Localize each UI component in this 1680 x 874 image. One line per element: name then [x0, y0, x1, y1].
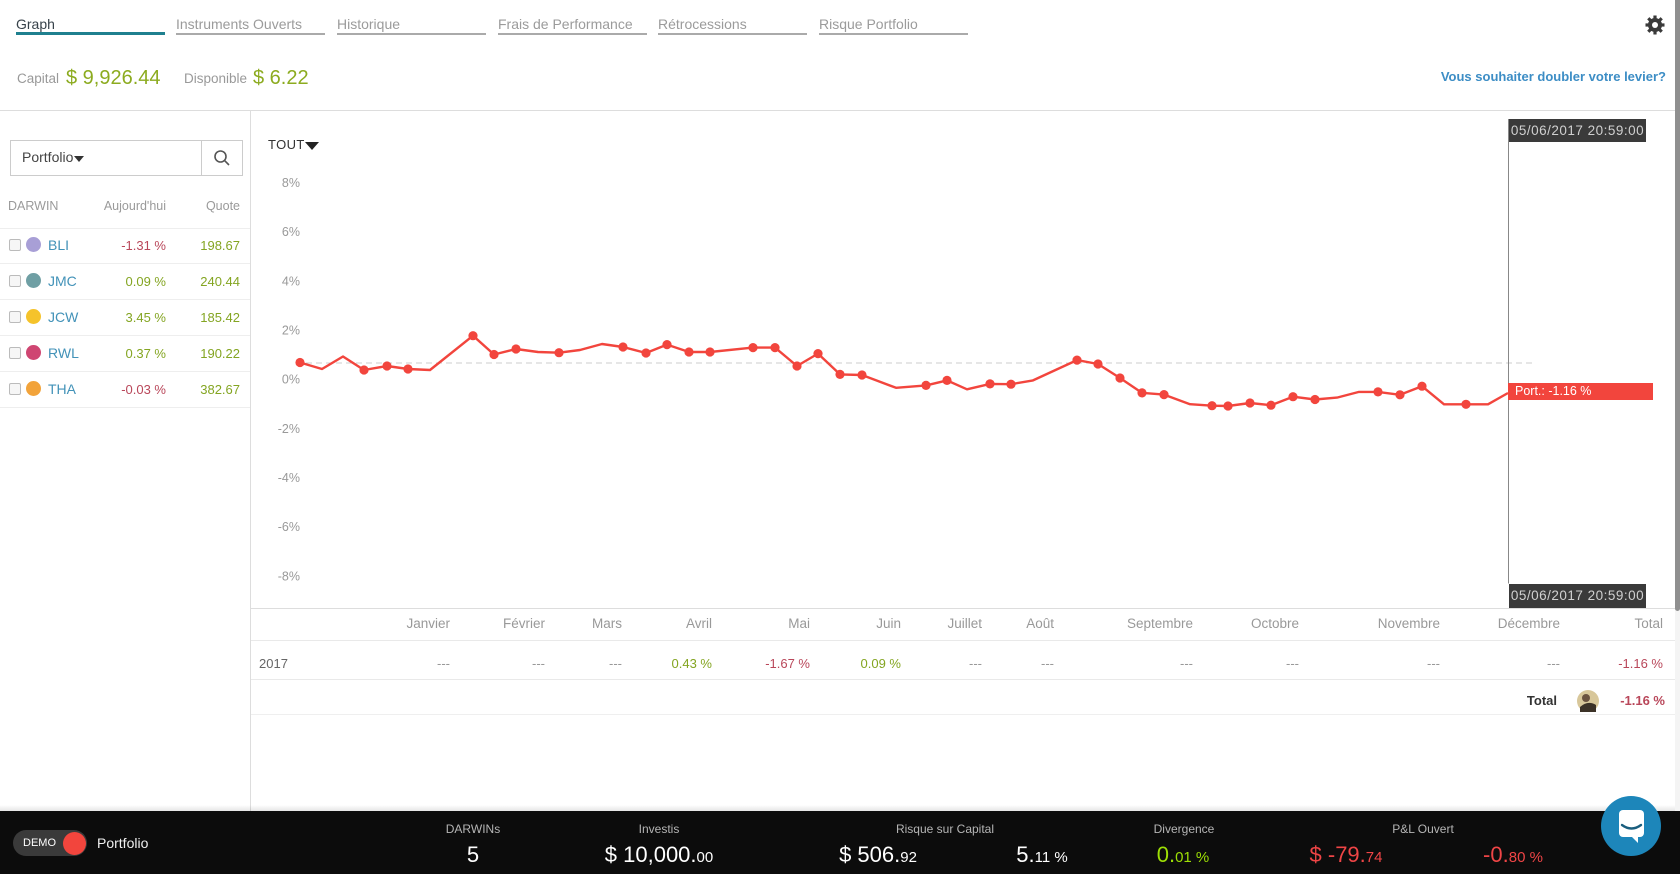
svg-text:0%: 0%: [282, 373, 300, 387]
svg-text:4%: 4%: [282, 274, 300, 288]
svg-text:-8%: -8%: [278, 569, 300, 583]
svg-text:TOUT: TOUT: [268, 137, 305, 152]
svg-text:6%: 6%: [282, 225, 300, 239]
svg-text:-4%: -4%: [278, 471, 300, 485]
svg-text:-6%: -6%: [278, 520, 300, 534]
svg-text:2%: 2%: [282, 324, 300, 338]
svg-text:8%: 8%: [282, 176, 300, 190]
svg-text:-2%: -2%: [278, 422, 300, 436]
